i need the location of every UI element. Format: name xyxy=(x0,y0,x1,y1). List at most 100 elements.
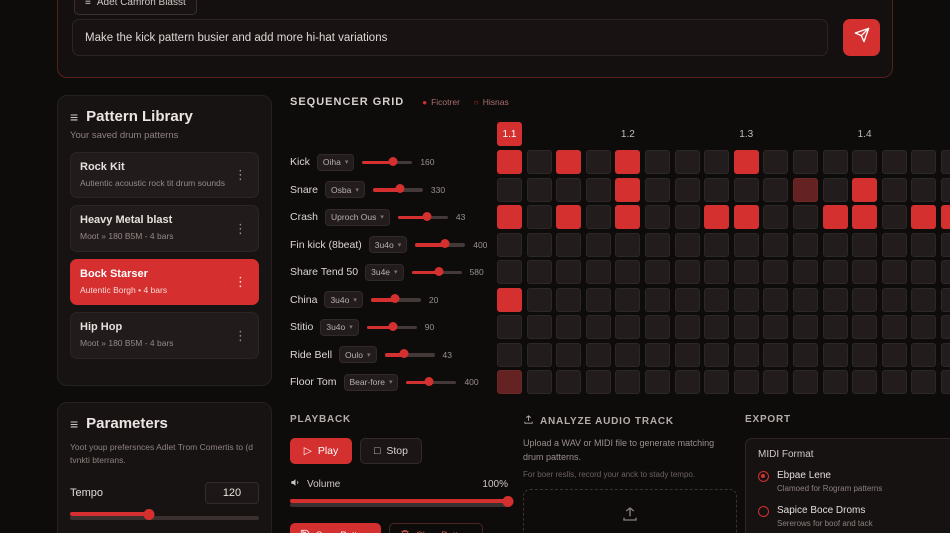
step-cell[interactable] xyxy=(911,232,937,257)
step-cell[interactable] xyxy=(822,232,848,257)
step-cell[interactable] xyxy=(526,342,552,367)
step-cell[interactable] xyxy=(763,260,789,284)
step-cell[interactable] xyxy=(585,232,611,257)
step-cell[interactable] xyxy=(526,232,552,257)
step-cell[interactable] xyxy=(911,370,937,394)
radio-icon[interactable] xyxy=(758,506,769,518)
prompt-input[interactable] xyxy=(72,19,828,56)
step-cell[interactable] xyxy=(940,177,950,202)
step-cell[interactable] xyxy=(497,177,522,202)
step-cell[interactable] xyxy=(881,205,907,229)
step-cell[interactable] xyxy=(556,287,582,312)
step-cell[interactable] xyxy=(615,232,641,257)
step-cell[interactable] xyxy=(852,287,878,312)
step-cell[interactable] xyxy=(792,342,818,367)
kit-select[interactable]: 3u4o ▾ xyxy=(368,236,408,253)
step-cell[interactable] xyxy=(556,370,582,394)
slider-thumb[interactable] xyxy=(143,508,155,520)
step-cell[interactable] xyxy=(852,232,878,257)
step-cell[interactable] xyxy=(822,177,848,202)
step-cell[interactable] xyxy=(822,315,848,339)
step-cell[interactable] xyxy=(526,287,552,312)
step-cell[interactable] xyxy=(763,342,789,367)
step-cell[interactable] xyxy=(556,177,582,202)
kebab-menu-icon[interactable]: ⋮ xyxy=(234,274,247,290)
step-cell[interactable] xyxy=(497,287,522,312)
step-cell[interactable] xyxy=(733,205,759,229)
step-cell[interactable] xyxy=(852,370,878,394)
velocity-slider[interactable] xyxy=(397,211,448,222)
step-cell[interactable] xyxy=(497,232,522,257)
step-cell[interactable] xyxy=(852,260,878,284)
step-cell[interactable] xyxy=(615,342,641,367)
step-cell[interactable] xyxy=(674,177,700,202)
step-cell[interactable] xyxy=(881,287,907,312)
library-item[interactable]: Hip Hop Moot » 180 B5M - 4 bars ⋮ xyxy=(70,312,259,359)
step-cell[interactable] xyxy=(763,370,789,394)
step-cell[interactable] xyxy=(644,232,670,257)
slider-thumb[interactable] xyxy=(422,211,432,221)
step-cell[interactable] xyxy=(585,370,611,394)
library-item[interactable]: Bock Starser Autentic Borgh • 4 bars ⋮ xyxy=(70,258,259,306)
slider-thumb[interactable] xyxy=(390,294,400,303)
step-cell[interactable] xyxy=(852,342,878,367)
radio-icon[interactable] xyxy=(758,471,769,482)
step-cell[interactable] xyxy=(526,260,552,284)
step-cell[interactable] xyxy=(792,232,818,257)
step-cell[interactable] xyxy=(733,287,759,312)
step-cell[interactable] xyxy=(911,287,937,312)
midi-format-option[interactable]: Ebpae Lene Clamoed for Rogram patterns xyxy=(758,470,947,494)
step-cell[interactable] xyxy=(733,232,759,257)
velocity-slider[interactable] xyxy=(362,156,413,167)
save-pattern-button[interactable]: Save Pattern xyxy=(290,523,381,533)
kebab-menu-icon[interactable]: ⋮ xyxy=(234,220,247,236)
step-cell[interactable] xyxy=(644,205,670,229)
step-cell[interactable] xyxy=(704,370,730,394)
slider-thumb[interactable] xyxy=(424,376,434,386)
slider-thumb[interactable] xyxy=(434,266,444,276)
step-cell[interactable] xyxy=(733,177,759,202)
velocity-slider[interactable] xyxy=(370,294,421,304)
stop-button[interactable]: □ Stop xyxy=(360,438,422,464)
kit-select[interactable]: Bear-fore ▾ xyxy=(343,373,399,391)
velocity-slider[interactable] xyxy=(366,321,417,332)
step-cell[interactable] xyxy=(881,342,907,367)
step-cell[interactable] xyxy=(763,177,789,202)
step-cell[interactable] xyxy=(763,315,789,339)
step-cell[interactable] xyxy=(733,260,759,284)
kit-select[interactable]: 3u4o ▾ xyxy=(324,291,363,308)
step-cell[interactable] xyxy=(497,342,522,367)
step-cell[interactable] xyxy=(526,177,552,202)
velocity-slider[interactable] xyxy=(415,239,466,249)
step-cell[interactable] xyxy=(615,260,641,284)
library-item[interactable]: Rock Kit Autientic acoustic rock tit drum… xyxy=(70,152,259,199)
step-cell[interactable] xyxy=(585,287,611,312)
step-cell[interactable] xyxy=(585,177,611,202)
step-cell[interactable] xyxy=(585,342,611,367)
step-cell[interactable] xyxy=(556,260,582,284)
step-cell[interactable] xyxy=(585,315,611,339)
step-cell[interactable] xyxy=(644,150,670,174)
step-cell[interactable] xyxy=(911,315,937,339)
step-cell[interactable] xyxy=(852,315,878,339)
step-cell[interactable] xyxy=(822,287,848,312)
step-cell[interactable] xyxy=(644,315,670,339)
audio-dropzone[interactable]: Click or drag & drop audio xyxy=(523,489,737,533)
step-cell[interactable] xyxy=(674,150,700,174)
kit-select[interactable]: Oiha ▾ xyxy=(316,153,355,171)
step-cell[interactable] xyxy=(852,177,878,202)
step-cell[interactable] xyxy=(763,232,789,257)
step-cell[interactable] xyxy=(763,205,789,229)
step-cell[interactable] xyxy=(792,315,818,339)
midi-format-option[interactable]: Sapice Boce Droms Sererows for boof and t… xyxy=(758,505,947,529)
slider-thumb[interactable] xyxy=(440,239,450,248)
step-cell[interactable] xyxy=(556,232,582,257)
step-cell[interactable] xyxy=(940,205,950,229)
step-cell[interactable] xyxy=(526,150,552,174)
step-cell[interactable] xyxy=(526,315,552,339)
velocity-slider[interactable] xyxy=(411,266,462,277)
step-cell[interactable] xyxy=(733,315,759,339)
step-cell[interactable] xyxy=(704,287,730,312)
library-item[interactable]: Heavy Metal blast Moot » 180 B5M - 4 bars… xyxy=(70,205,259,252)
tempo-slider[interactable] xyxy=(70,508,259,523)
